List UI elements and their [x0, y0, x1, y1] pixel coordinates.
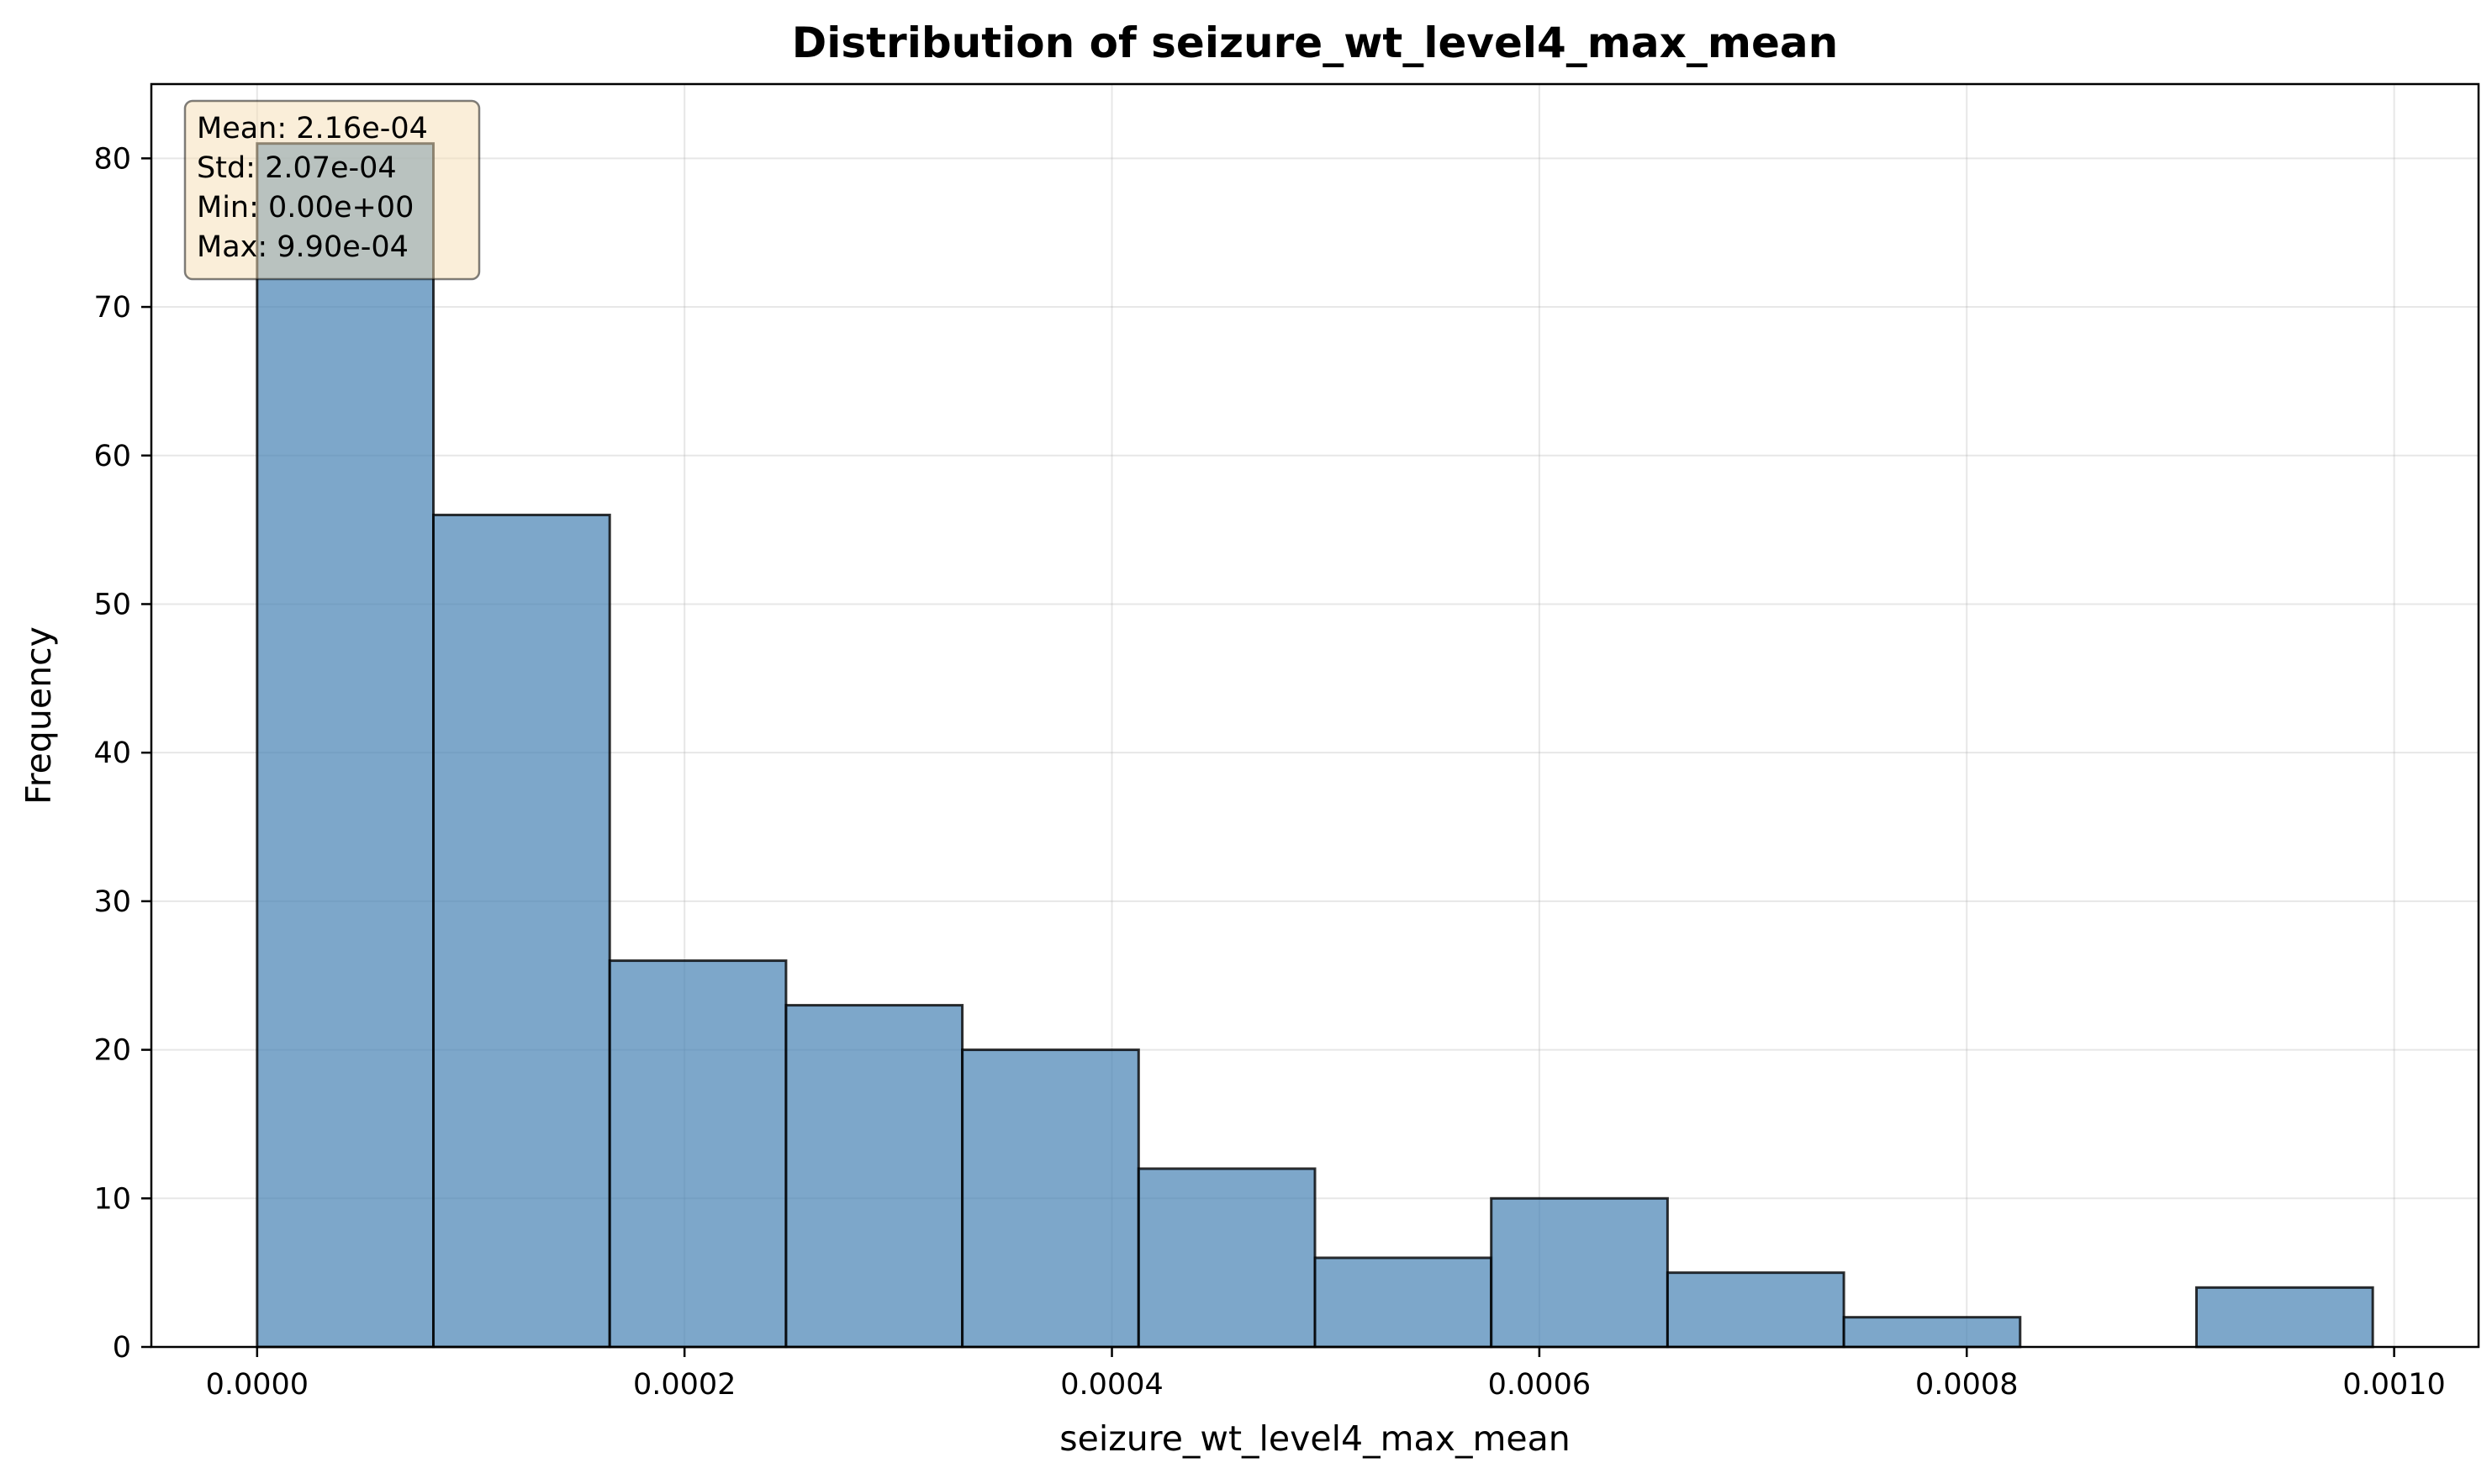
stats-max: Max: 9.90e-04 — [197, 230, 409, 264]
y-axis-label: Frequency — [18, 626, 59, 805]
histogram-bar-1 — [432, 513, 611, 1349]
x-tick-label-4: 0.0008 — [1915, 1368, 2018, 1402]
histogram-bar-7 — [1490, 1196, 1669, 1349]
y-tick-label-8: 80 — [93, 142, 131, 176]
y-tick-label-0: 0 — [113, 1331, 131, 1365]
y-tick-label-1: 10 — [93, 1182, 131, 1216]
y-tick-label-4: 40 — [93, 737, 131, 770]
plot-area-frame — [150, 82, 2480, 1349]
histogram-bar-4 — [961, 1048, 1140, 1349]
y-tick-label-2: 20 — [93, 1034, 131, 1068]
x-axis-label: seizure_wt_level4_max_mean — [1059, 1418, 1570, 1459]
chart-title: Distribution of seizure_wt_level4_max_me… — [792, 18, 1838, 67]
y-tick-label-5: 50 — [93, 588, 131, 621]
histogram-bar-0 — [256, 142, 436, 1349]
histogram-bar-2 — [608, 959, 788, 1349]
histogram-bar-5 — [1137, 1167, 1317, 1349]
histogram-bar-6 — [1313, 1256, 1493, 1349]
histogram-bars — [256, 142, 2374, 1349]
x-tick-label-5: 0.0010 — [2342, 1368, 2445, 1402]
y-tick-label-3: 30 — [93, 885, 131, 919]
stats-mean: Mean: 2.16e-04 — [197, 112, 428, 145]
x-axis-ticks: 0.0000 0.0002 0.0004 0.0006 0.0008 0.0010 — [206, 1347, 2446, 1402]
histogram-bar-3 — [784, 1004, 964, 1349]
histogram-bar-8 — [1666, 1271, 1845, 1349]
y-tick-label-6: 60 — [93, 440, 131, 473]
y-tick-label-7: 70 — [93, 291, 131, 325]
histogram-bar-11 — [2194, 1286, 2374, 1349]
stats-min: Min: 0.00e+00 — [197, 191, 414, 224]
x-tick-label-1: 0.0002 — [633, 1368, 736, 1402]
stats-box-background — [183, 99, 481, 281]
x-tick-label-3: 0.0006 — [1488, 1368, 1591, 1402]
x-tick-label-2: 0.0004 — [1060, 1368, 1163, 1402]
y-axis-ticks: 0 10 20 30 40 50 60 70 80 — [93, 142, 151, 1365]
stats-annotation-box: Mean: 2.16e-04 Std: 2.07e-04 Min: 0.00e+… — [183, 99, 481, 281]
stats-std: Std: 2.07e-04 — [197, 151, 397, 185]
x-tick-label-0: 0.0000 — [206, 1368, 309, 1402]
histogram-bar-9 — [1842, 1316, 2022, 1349]
